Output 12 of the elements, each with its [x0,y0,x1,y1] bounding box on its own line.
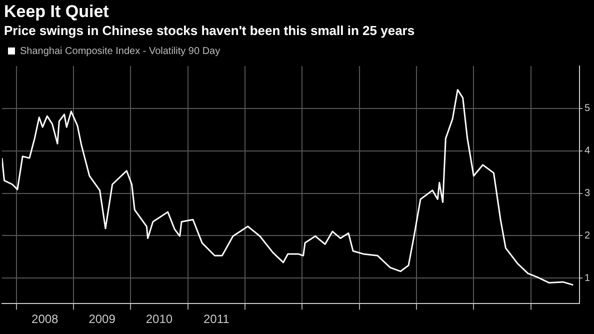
y-tick-label: 2 [584,230,590,242]
y-tick-label: 1 [584,272,590,284]
y-tick-label: 4 [584,146,590,157]
y-tick-label: 3 [584,188,590,200]
x-tick-label: 2010 [146,312,173,326]
y-tick-label: 5 [584,103,590,114]
x-tick-label: 2009 [88,312,116,326]
chart-title: Keep It Quiet [4,2,109,22]
legend-label: Shanghai Composite Index - Volatility 90 Day [20,46,220,57]
x-tick-label: 2008 [32,312,59,326]
x-tick-label: 2011 [203,312,230,326]
chart-subtitle: Price swings in Chinese stocks haven't been this small in 25 years [4,23,415,38]
